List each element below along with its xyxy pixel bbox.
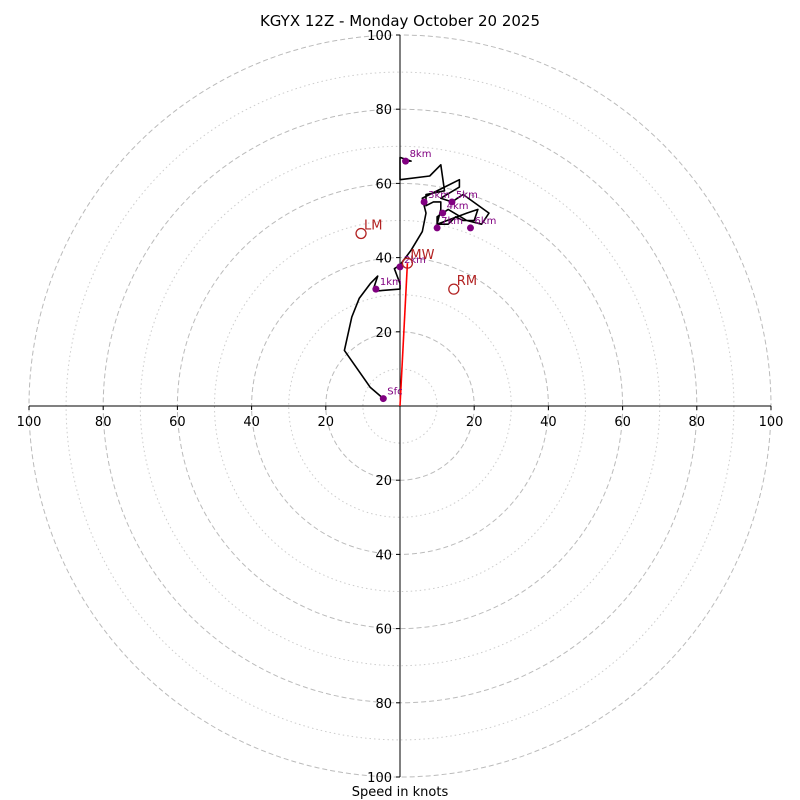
height-point-8km	[402, 157, 410, 165]
x-tick-label: 80	[689, 415, 706, 430]
height-label-Sfc: Sfc	[387, 387, 402, 398]
height-point-7km	[433, 224, 441, 232]
storm-motion-MW	[401, 257, 414, 269]
storm-motion-label-LM: LM	[364, 218, 382, 233]
height-point-3km	[420, 198, 428, 206]
y-tick-label: 60	[375, 623, 392, 638]
tick-labels: 100 80 60 40 20 20 40 60 80 100 20 20 40 40 60 60 80 80 10…	[17, 29, 784, 786]
height-label-6km: 6km	[474, 216, 496, 227]
mean-wind-vector	[399, 263, 409, 407]
chart-title: KGYX 12Z - Monday October 20 2025	[259, 12, 541, 30]
hodograph-line	[343, 156, 490, 400]
x-tick-label: 60	[614, 415, 631, 430]
x-tick-label: 80	[95, 415, 112, 430]
x-axis-label: Speed in knots	[352, 785, 449, 800]
height-label-3km: 3km	[428, 190, 450, 201]
height-point-Sfc	[379, 395, 387, 403]
x-tick-label: 20	[466, 415, 483, 430]
y-tick-label: 40	[375, 252, 392, 267]
y-tick-label: 100	[367, 771, 392, 786]
height-label-4km: 4km	[447, 201, 469, 212]
hodograph-trace	[343, 156, 490, 407]
storm-motion-label-RM: RM	[457, 274, 477, 289]
x-tick-label: 40	[540, 415, 557, 430]
height-point-6km	[466, 224, 474, 232]
y-tick-label: 20	[375, 326, 392, 341]
x-tick-label: 60	[169, 415, 186, 430]
storm-motion-label-MW: MW	[410, 248, 434, 263]
height-label-1km: 1km	[380, 277, 402, 288]
storm-motion-markers: LM MW RM	[355, 218, 477, 295]
y-tick-label: 40	[375, 548, 392, 563]
x-tick-label: 40	[243, 415, 260, 430]
height-point-1km	[372, 285, 380, 293]
y-tick-label: 80	[375, 697, 392, 712]
height-label-2km: 2km	[404, 255, 426, 266]
x-tick-label: 100	[17, 415, 42, 430]
x-tick-label: 100	[759, 415, 784, 430]
y-tick-label: 80	[375, 103, 392, 118]
x-tick-label: 20	[318, 415, 335, 430]
y-tick-label: 60	[375, 177, 392, 192]
height-label-5km: 5km	[456, 190, 478, 201]
storm-motion-LM	[355, 227, 367, 240]
height-point-5km	[448, 198, 456, 206]
storm-motion-RM	[448, 283, 460, 295]
y-tick-label: 20	[375, 474, 392, 489]
height-label-7km: 7km	[441, 216, 463, 227]
height-point-4km	[439, 209, 447, 217]
height-point-2km	[396, 263, 404, 271]
height-label-8km: 8km	[410, 149, 432, 160]
y-tick-label: 100	[367, 29, 392, 44]
